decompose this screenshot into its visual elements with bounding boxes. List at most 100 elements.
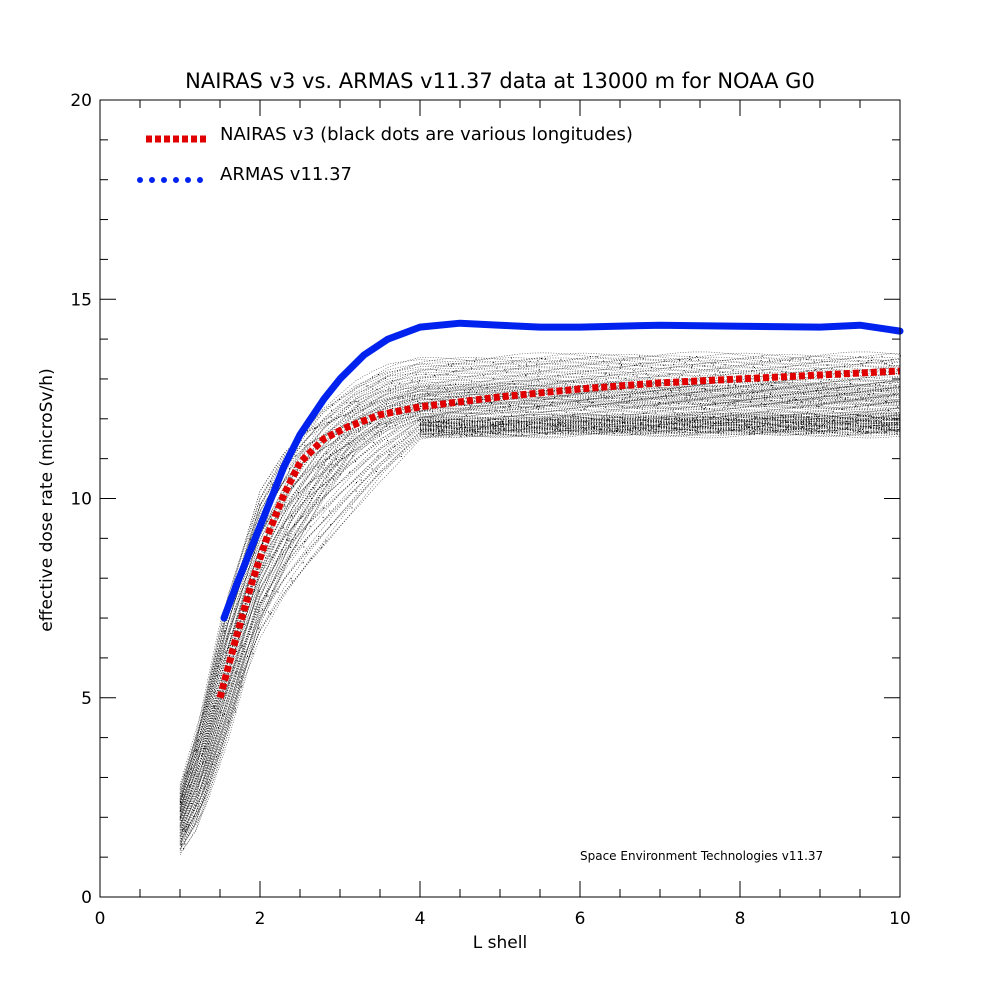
scatter-dot xyxy=(341,457,343,459)
scatter-dot xyxy=(443,420,445,422)
scatter-dot xyxy=(600,429,602,431)
scatter-dot xyxy=(266,595,268,597)
scatter-dot xyxy=(573,413,575,415)
scatter-dot xyxy=(553,432,555,434)
scatter-dot xyxy=(478,428,480,430)
scatter-dot xyxy=(439,425,441,427)
scatter-dot xyxy=(869,384,871,386)
scatter-dot xyxy=(335,458,337,460)
scatter-dot xyxy=(754,417,756,419)
scatter-dot xyxy=(828,379,830,380)
scatter-dot xyxy=(491,432,493,434)
scatter-dot xyxy=(351,507,353,509)
scatter-dot xyxy=(661,417,663,419)
scatter-dot xyxy=(618,363,620,365)
longitude-trace xyxy=(179,397,901,845)
scatter-dot xyxy=(518,405,520,407)
scatter-dot xyxy=(723,395,725,397)
scatter-dot xyxy=(758,373,760,375)
longitude-trace xyxy=(179,403,901,850)
scatter-dot xyxy=(496,367,498,369)
scatter-dot xyxy=(783,417,785,419)
scatter-dot xyxy=(624,377,626,379)
scatter-dot xyxy=(441,434,443,436)
scatter-dot xyxy=(815,390,817,392)
scatter-dot xyxy=(506,424,508,426)
scatter-dot xyxy=(304,444,306,446)
scatter-dot xyxy=(601,431,603,433)
scatter-dot xyxy=(678,430,680,432)
scatter-dot xyxy=(782,422,784,424)
scatter-dot xyxy=(641,365,643,367)
scatter-dot xyxy=(388,387,390,389)
scatter-dot xyxy=(452,434,453,436)
scatter-dot xyxy=(624,422,626,424)
scatter-dot xyxy=(832,411,834,412)
scatter-dot xyxy=(709,428,711,430)
scatter-dot xyxy=(183,774,185,776)
scatter-dot xyxy=(711,417,713,419)
scatter-dot xyxy=(607,419,609,421)
scatter-dot xyxy=(291,515,293,517)
longitude-trace xyxy=(179,394,901,812)
scatter-dot xyxy=(747,423,749,425)
scatter-dot xyxy=(501,420,503,422)
scatter-dot xyxy=(665,394,667,396)
scatter-dot xyxy=(675,422,677,424)
scatter-dot xyxy=(696,356,697,358)
scatter-dot xyxy=(258,611,260,612)
scatter-dot xyxy=(775,432,777,434)
scatter-dot xyxy=(545,433,547,435)
scatter-dot xyxy=(241,686,243,688)
scatter-dot xyxy=(801,401,803,403)
scatter-dot xyxy=(214,706,215,708)
scatter-dot xyxy=(607,364,609,366)
scatter-dot xyxy=(814,423,816,425)
scatter-dot xyxy=(310,557,312,559)
scatter-dot xyxy=(411,380,413,382)
scatter-dot xyxy=(318,497,320,499)
scatter-dot xyxy=(876,425,878,427)
scatter-dot xyxy=(376,471,377,473)
scatter-dot xyxy=(517,421,519,423)
scatter-dot xyxy=(792,428,794,430)
longitude-trace xyxy=(179,372,901,815)
scatter-dot xyxy=(664,418,666,420)
scatter-dot xyxy=(438,430,440,432)
scatter-dot xyxy=(373,441,375,443)
scatter-dot xyxy=(254,590,255,592)
scatter-dot xyxy=(766,397,767,399)
scatter-dot xyxy=(816,420,818,422)
longitude-trace xyxy=(179,412,901,831)
scatter-dot xyxy=(743,417,745,418)
scatter-dot xyxy=(578,402,580,404)
scatter-dot xyxy=(556,427,557,429)
scatter-dot xyxy=(827,392,829,394)
scatter-dot xyxy=(629,430,631,432)
scatter-dot xyxy=(735,418,737,419)
scatter-dot xyxy=(508,383,510,385)
scatter-dot xyxy=(617,404,619,406)
scatter-dot xyxy=(668,373,670,375)
scatter-dot xyxy=(533,414,535,416)
scatter-dot xyxy=(774,424,776,426)
scatter-dot xyxy=(470,426,472,428)
scatter-dot xyxy=(633,405,635,407)
scatter-dot xyxy=(786,427,788,429)
scatter-dot xyxy=(840,418,841,419)
scatter-dot xyxy=(883,418,884,420)
scatter-dot xyxy=(718,431,720,433)
scatter-dot xyxy=(440,425,442,426)
longitude-trace xyxy=(179,374,901,813)
longitude-trace xyxy=(179,387,901,833)
scatter-dot xyxy=(658,375,659,377)
scatter-dot xyxy=(894,385,896,387)
scatter-dot xyxy=(480,426,482,428)
longitude-trace xyxy=(179,423,901,843)
scatter-dot xyxy=(289,547,291,548)
scatter-dot xyxy=(623,421,625,423)
scatter-dot xyxy=(866,431,868,432)
longitude-trace xyxy=(179,417,901,836)
scatter-dot xyxy=(742,391,744,393)
scatter-dot xyxy=(877,431,878,433)
